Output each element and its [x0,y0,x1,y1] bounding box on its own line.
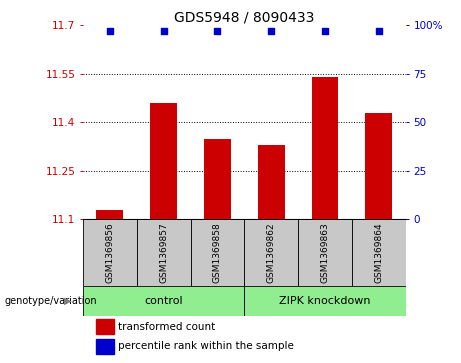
Bar [244,286,406,316]
Bar [298,219,352,286]
Point [267,28,275,34]
Bar [204,139,231,219]
Point [160,28,167,34]
Bar [96,319,113,334]
Point [106,28,113,34]
Bar [258,145,284,219]
Text: GSM1369863: GSM1369863 [320,222,330,283]
Title: GDS5948 / 8090433: GDS5948 / 8090433 [174,10,314,24]
Text: ZIPK knockdown: ZIPK knockdown [279,296,371,306]
Text: ▶: ▶ [64,296,71,306]
Text: transformed count: transformed count [118,322,216,331]
Bar [83,219,137,286]
Bar [312,77,338,219]
Bar [83,286,244,316]
Point [214,28,221,34]
Text: GSM1369856: GSM1369856 [106,222,114,283]
Bar [150,103,177,219]
Text: GSM1369864: GSM1369864 [374,223,383,283]
Bar [244,219,298,286]
Bar [352,219,406,286]
Bar [190,219,244,286]
Bar [137,219,190,286]
Bar [96,339,113,354]
Bar [365,113,392,219]
Text: percentile rank within the sample: percentile rank within the sample [118,341,295,351]
Text: control: control [144,296,183,306]
Text: genotype/variation: genotype/variation [5,296,97,306]
Text: GSM1369857: GSM1369857 [159,222,168,283]
Text: GSM1369858: GSM1369858 [213,222,222,283]
Text: GSM1369862: GSM1369862 [267,223,276,283]
Bar [96,210,123,219]
Point [375,28,383,34]
Point [321,28,329,34]
